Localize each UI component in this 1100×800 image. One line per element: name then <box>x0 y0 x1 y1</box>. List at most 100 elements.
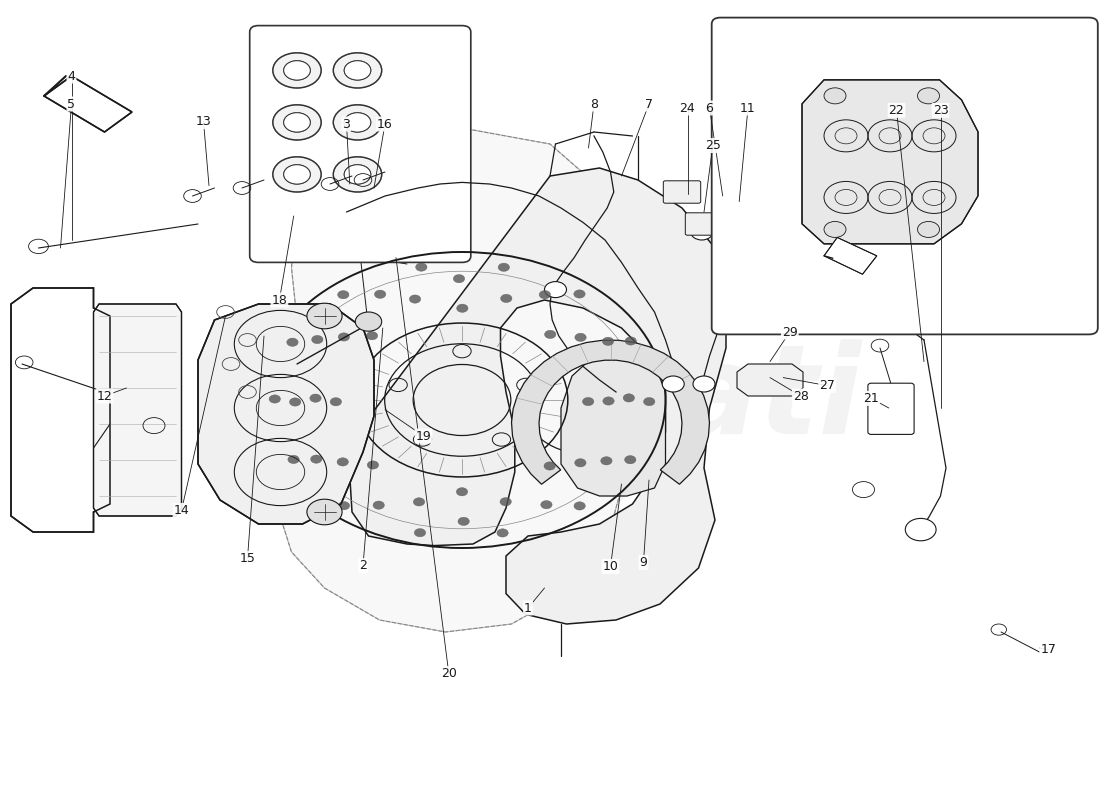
Circle shape <box>623 394 635 402</box>
Circle shape <box>601 457 612 465</box>
Text: a passion for perfection: a passion for perfection <box>243 414 527 546</box>
Circle shape <box>603 397 614 405</box>
Circle shape <box>373 501 384 510</box>
Text: 29: 29 <box>782 326 797 338</box>
Text: 4: 4 <box>67 70 76 82</box>
Circle shape <box>693 376 715 392</box>
Text: 13: 13 <box>196 115 211 128</box>
Text: 23: 23 <box>933 104 948 117</box>
Text: 8: 8 <box>590 98 598 110</box>
Circle shape <box>311 335 323 344</box>
Text: 10: 10 <box>603 560 618 573</box>
Text: 16: 16 <box>377 118 393 130</box>
Circle shape <box>344 61 371 80</box>
Polygon shape <box>350 168 726 624</box>
Circle shape <box>338 290 349 299</box>
Polygon shape <box>198 304 374 524</box>
Text: 20: 20 <box>441 667 456 680</box>
Circle shape <box>500 498 512 506</box>
Circle shape <box>625 337 637 345</box>
Circle shape <box>409 295 420 303</box>
Polygon shape <box>275 128 638 632</box>
Circle shape <box>333 53 382 88</box>
Polygon shape <box>802 80 978 244</box>
Text: 22: 22 <box>889 104 904 117</box>
Text: 5: 5 <box>67 98 76 110</box>
Circle shape <box>284 61 310 80</box>
Text: 19: 19 <box>416 430 431 442</box>
Circle shape <box>366 331 377 340</box>
Text: 3: 3 <box>342 118 351 130</box>
Circle shape <box>453 274 464 283</box>
Text: 7: 7 <box>645 98 653 110</box>
Circle shape <box>310 455 322 463</box>
FancyBboxPatch shape <box>250 26 471 262</box>
Circle shape <box>541 501 552 509</box>
Circle shape <box>458 518 470 526</box>
Circle shape <box>310 394 321 402</box>
Circle shape <box>691 224 713 240</box>
Circle shape <box>824 88 846 104</box>
Circle shape <box>344 113 371 132</box>
Circle shape <box>544 282 566 298</box>
Polygon shape <box>44 76 132 132</box>
Circle shape <box>574 290 585 298</box>
Circle shape <box>270 395 280 403</box>
Circle shape <box>344 165 371 184</box>
Text: 6: 6 <box>705 102 714 114</box>
Text: 25: 25 <box>705 139 720 152</box>
Circle shape <box>574 502 585 510</box>
Circle shape <box>917 88 939 104</box>
FancyBboxPatch shape <box>868 383 914 434</box>
Text: 18: 18 <box>272 294 287 306</box>
Text: 11: 11 <box>740 102 756 114</box>
Circle shape <box>273 157 321 192</box>
Circle shape <box>307 303 342 329</box>
Text: maserati: maserati <box>239 339 861 461</box>
Circle shape <box>355 312 382 331</box>
Text: 9: 9 <box>639 556 648 569</box>
Circle shape <box>338 333 350 341</box>
Polygon shape <box>737 364 803 396</box>
Circle shape <box>625 455 636 464</box>
Circle shape <box>289 398 301 406</box>
Text: 14: 14 <box>174 504 189 517</box>
Circle shape <box>917 222 939 238</box>
Circle shape <box>905 518 936 541</box>
Circle shape <box>497 529 508 537</box>
Polygon shape <box>94 304 182 516</box>
Circle shape <box>583 398 594 406</box>
Text: 12: 12 <box>97 390 112 402</box>
Circle shape <box>307 499 342 525</box>
Text: 15: 15 <box>240 552 255 565</box>
Circle shape <box>575 334 586 342</box>
Text: 2: 2 <box>359 559 367 572</box>
Text: 24: 24 <box>680 102 695 114</box>
Circle shape <box>264 256 671 552</box>
Circle shape <box>330 398 342 406</box>
Circle shape <box>374 290 386 298</box>
Circle shape <box>544 330 556 338</box>
Circle shape <box>273 105 321 140</box>
Text: 27: 27 <box>820 379 835 392</box>
Polygon shape <box>11 288 110 532</box>
Circle shape <box>603 337 614 346</box>
FancyBboxPatch shape <box>685 213 723 235</box>
Circle shape <box>287 338 298 346</box>
Circle shape <box>824 222 846 238</box>
FancyBboxPatch shape <box>663 181 701 203</box>
Circle shape <box>333 157 382 192</box>
Circle shape <box>288 455 299 463</box>
Circle shape <box>284 165 310 184</box>
Circle shape <box>337 458 349 466</box>
Circle shape <box>367 461 378 469</box>
Circle shape <box>414 498 425 506</box>
Circle shape <box>273 53 321 88</box>
Circle shape <box>539 290 551 298</box>
Text: 17: 17 <box>1041 643 1056 656</box>
Circle shape <box>662 376 684 392</box>
Circle shape <box>456 304 468 312</box>
Circle shape <box>284 113 310 132</box>
Circle shape <box>415 529 426 537</box>
Circle shape <box>544 462 556 470</box>
